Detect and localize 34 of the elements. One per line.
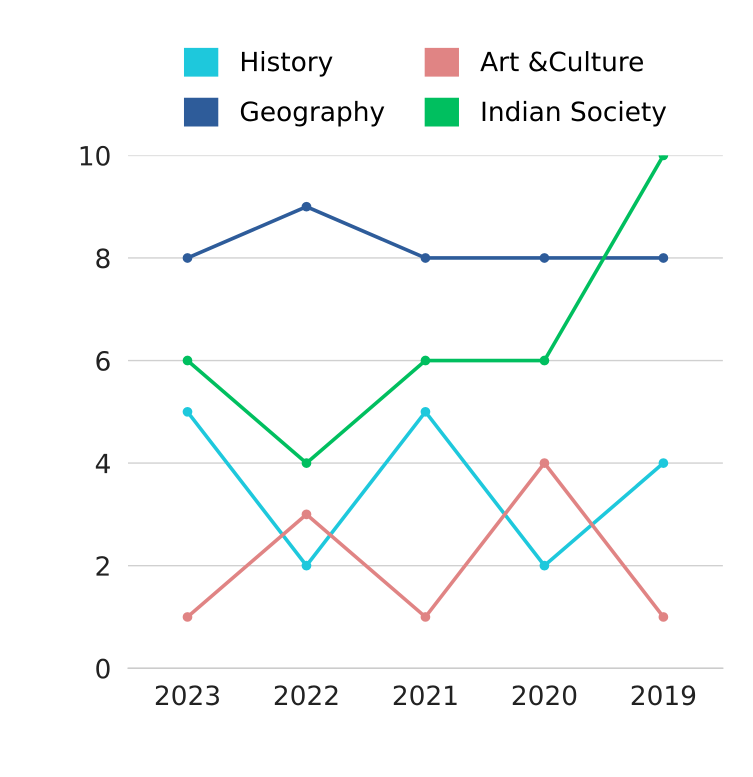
point xyxy=(420,406,430,417)
legend-label: Art &Culture xyxy=(480,51,643,72)
point xyxy=(302,560,312,571)
point xyxy=(182,356,192,366)
legend-label: Geography xyxy=(240,100,384,126)
point xyxy=(182,406,192,417)
y-tick-label: 2 xyxy=(96,556,109,576)
y-tick-label: 0 xyxy=(96,658,110,679)
x-tick-label: 2021 xyxy=(394,685,457,706)
y-tick-label: 4 xyxy=(96,454,110,474)
point xyxy=(302,510,312,520)
point xyxy=(302,202,312,212)
point xyxy=(420,253,430,263)
x-tick-label: 2020 xyxy=(512,685,576,706)
point xyxy=(540,560,550,571)
point xyxy=(540,253,550,263)
legend-label: Indian Society xyxy=(482,100,666,126)
point xyxy=(420,356,430,366)
point xyxy=(182,253,192,263)
y-tick-label: 8 xyxy=(96,248,110,268)
y-tick-label: 10 xyxy=(80,146,110,166)
y-tick-label: 6 xyxy=(96,350,110,371)
point xyxy=(420,612,430,622)
point xyxy=(658,253,668,263)
point xyxy=(540,458,550,468)
x-tick-label: 2023 xyxy=(156,685,219,706)
x-tick-label: 2022 xyxy=(274,685,338,706)
point xyxy=(658,612,668,622)
x-tick-label: 2019 xyxy=(632,685,696,706)
point xyxy=(182,612,192,622)
point xyxy=(658,458,668,468)
point xyxy=(302,458,312,468)
point xyxy=(540,356,550,366)
legend-label: History xyxy=(242,51,332,77)
